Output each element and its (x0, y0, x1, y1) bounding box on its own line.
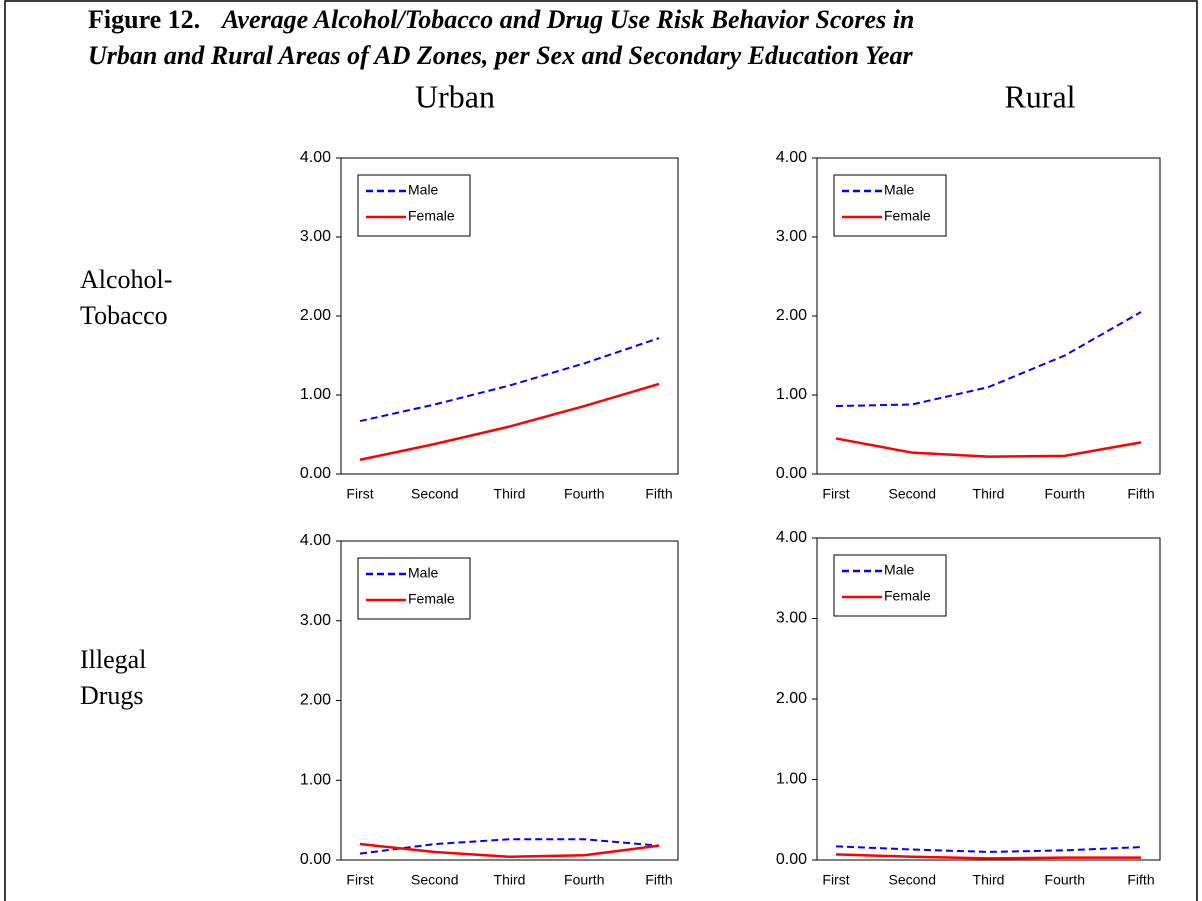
legend-box (357, 174, 471, 237)
x-tick-label: First (822, 872, 849, 888)
legend-label: Male (408, 182, 439, 198)
y-tick-label: 1.00 (300, 771, 331, 788)
y-tick-label: 4.00 (776, 529, 807, 546)
y-tick-label: 3.00 (300, 228, 331, 245)
x-tick-label: First (346, 872, 373, 888)
x-tick-label: Second (889, 872, 936, 888)
series-line (359, 337, 660, 423)
x-tick-label: Third (973, 872, 1005, 888)
frame (4, 0, 1198, 901)
x-tick-label: Fourth (1045, 486, 1085, 502)
y-tick-label: 0.00 (300, 851, 331, 868)
x-tick-label: Fifth (1127, 486, 1154, 502)
title: Average Alcohol/Tobacco and Drug Use Ris… (220, 5, 914, 34)
legend-box (833, 554, 947, 617)
y-tick-label: 1.00 (776, 386, 807, 403)
y-tick-label: 4.00 (776, 149, 807, 166)
legend-box (357, 557, 471, 620)
y-tick-label: 2.00 (300, 692, 331, 709)
title: Urban and Rural Areas of AD Zones, per S… (88, 41, 914, 70)
legend-label: Male (884, 182, 915, 198)
y-tick-label: 1.00 (300, 386, 331, 403)
y-tick-label: 3.00 (776, 610, 807, 627)
x-tick-label: Fifth (1127, 872, 1154, 888)
x-tick-label: Third (494, 486, 526, 502)
column-label: Rural (1004, 78, 1075, 114)
y-tick-label: 3.00 (300, 612, 331, 629)
series-line (359, 838, 660, 855)
y-tick-label: 2.00 (776, 307, 807, 324)
legend-label: Female (884, 208, 931, 224)
y-tick-label: 2.00 (776, 690, 807, 707)
column-label: Urban (415, 78, 495, 114)
series-line (359, 382, 660, 462)
x-tick-label: Second (411, 872, 458, 888)
legend-label: Female (408, 208, 455, 224)
row-label: Alcohol- (80, 265, 172, 294)
x-tick-label: Fourth (564, 486, 604, 502)
figure-label: Figure 12. (88, 5, 200, 34)
x-tick-label: Third (494, 872, 526, 888)
x-tick-label: Fifth (645, 872, 672, 888)
legend-label: Male (408, 565, 439, 581)
y-tick-label: 1.00 (776, 771, 807, 788)
y-tick-label: 3.00 (776, 228, 807, 245)
legend-box (833, 174, 947, 237)
row-label: Illegal (80, 645, 146, 674)
x-tick-label: Third (973, 486, 1005, 502)
y-tick-label: 2.00 (300, 307, 331, 324)
x-tick-label: Second (411, 486, 458, 502)
y-tick-label: 0.00 (776, 851, 807, 868)
series-line (835, 311, 1142, 408)
x-tick-label: Second (889, 486, 936, 502)
x-tick-label: First (346, 486, 373, 502)
y-tick-label: 0.00 (300, 465, 331, 482)
series-line (835, 853, 1141, 860)
legend-label: Male (884, 562, 915, 578)
row-label: Drugs (80, 681, 144, 710)
legend-label: Female (884, 588, 931, 604)
y-tick-label: 4.00 (300, 532, 331, 549)
legend-label: Female (408, 591, 455, 607)
x-tick-label: Fourth (564, 872, 604, 888)
series-line (359, 842, 660, 859)
x-tick-label: Fourth (1045, 872, 1085, 888)
x-tick-label: Fifth (645, 486, 672, 502)
y-tick-label: 4.00 (300, 149, 331, 166)
row-label: Tobacco (80, 301, 168, 330)
y-tick-label: 0.00 (776, 465, 807, 482)
x-tick-label: First (822, 486, 849, 502)
series-line (835, 437, 1142, 458)
series-line (835, 845, 1142, 853)
